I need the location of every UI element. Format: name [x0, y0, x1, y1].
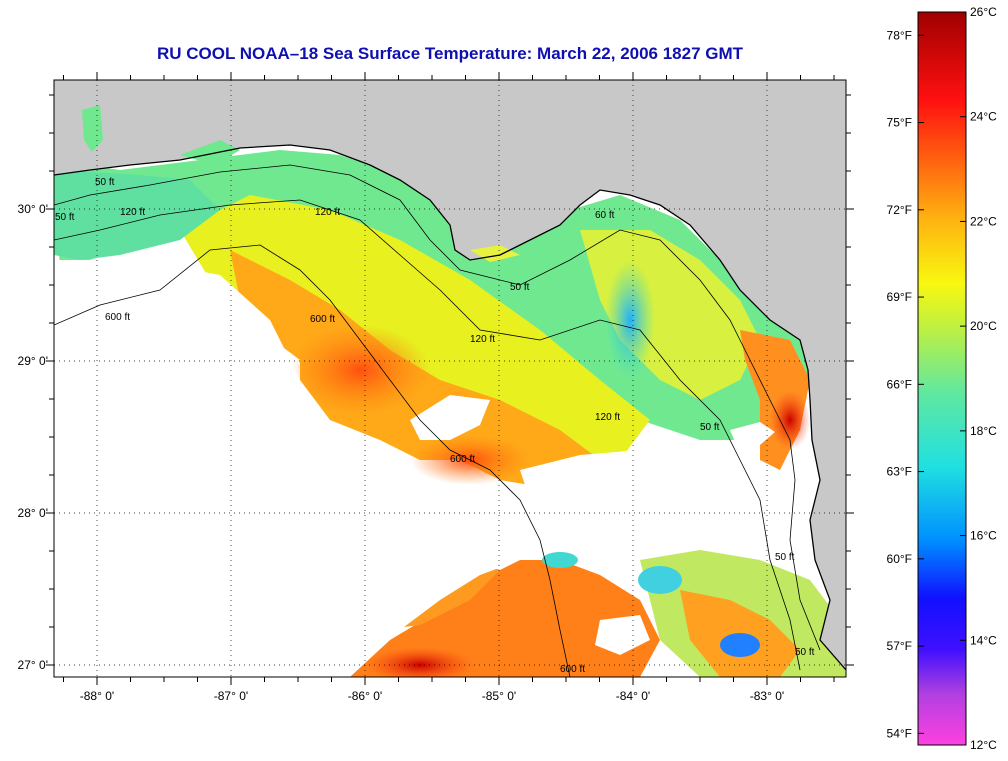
contour-label: 50 ft: [775, 552, 795, 563]
fahrenheit-label: 66°F: [887, 377, 912, 391]
cloud-gap: [410, 395, 490, 440]
contour-label: 120 ft: [470, 334, 495, 345]
colorbar-ticks: [918, 11, 966, 746]
sst-cool-patch: [542, 552, 578, 568]
contour-50ft: [54, 164, 821, 651]
contour-label: 50 ft: [510, 282, 530, 293]
latitude-label: 28° 0': [18, 506, 48, 520]
graticule: [54, 80, 846, 677]
sst-cool-patch: [638, 566, 682, 594]
celsius-label: 26°C: [970, 5, 997, 19]
latitude-label: 29° 0': [18, 354, 48, 368]
contour-label: 120 ft: [595, 412, 620, 423]
contour-600ft: [54, 244, 571, 677]
fahrenheit-label: 63°F: [887, 465, 912, 479]
longitude-label: -84° 0': [616, 689, 650, 703]
cloud-gap: [735, 500, 830, 575]
land-coast-north: [54, 80, 846, 670]
contour-label: 50 ft: [55, 212, 75, 223]
celsius-label: 14°C: [970, 633, 997, 647]
longitude-label: -86° 0': [348, 689, 382, 703]
sst-warm-patch: [290, 325, 430, 415]
sst-hot-patch: [365, 647, 475, 677]
colorbar: [917, 11, 967, 746]
celsius-label: 24°C: [970, 110, 997, 124]
contour-120ft: [54, 199, 801, 671]
cloud-gap: [730, 422, 775, 445]
coastline: [54, 144, 846, 671]
longitude-label: -85° 0': [482, 689, 516, 703]
contour-label: 600 ft: [105, 312, 130, 323]
celsius-label: 16°C: [970, 529, 997, 543]
contour-label: 600 ft: [450, 454, 475, 465]
water-bay: [82, 105, 103, 152]
fahrenheit-label: 60°F: [887, 552, 912, 566]
sst-yellow-band: [180, 195, 650, 470]
celsius-label: 20°C: [970, 319, 997, 333]
contour-label: 120 ft: [120, 207, 145, 218]
water-bay: [470, 245, 520, 262]
contour-label: 60 ft: [595, 210, 615, 221]
fahrenheit-label: 78°F: [887, 28, 912, 42]
contour-label: 50 ft: [95, 177, 115, 188]
contour-label: 120 ft: [315, 207, 340, 218]
map-frame: [53, 79, 847, 678]
fahrenheit-label: 75°F: [887, 116, 912, 130]
colorbar-fahrenheit-labels: 78°F 75°F 72°F 69°F 66°F 63°F 60°F 57°F 54°F: [887, 28, 912, 740]
contour-label: 50 ft: [700, 422, 720, 433]
water-bay: [180, 140, 240, 165]
longitude-labels: -88° 0' -87° 0' -86° 0' -85° 0' -84° 0' -83° …: [80, 689, 784, 703]
cloud-gap: [595, 615, 650, 655]
sst-hot-patch: [770, 390, 810, 450]
sst-green-west: [54, 170, 220, 260]
latitude-label: 27° 0': [18, 658, 48, 672]
longitude-label: -88° 0': [80, 689, 114, 703]
fahrenheit-label: 57°F: [887, 639, 912, 653]
longitude-label: -83° 0': [750, 689, 784, 703]
contour-labels: 50 ft 120 ft 600 ft 50 ft 60 ft 600 ft 1…: [55, 177, 815, 675]
map-title: RU COOL NOAA–18 Sea Surface Temperature:…: [156, 44, 744, 63]
axis-ticks: [46, 72, 854, 685]
sst-cool-patch: [605, 260, 655, 380]
fahrenheit-label: 69°F: [887, 290, 912, 304]
sst-cold-patch: [720, 633, 760, 657]
contour-label: 600 ft: [560, 664, 585, 675]
latitude-label: 30° 0': [18, 202, 48, 216]
fahrenheit-label: 54°F: [887, 726, 912, 740]
cloud-gap: [520, 445, 760, 530]
longitude-label: -87° 0': [214, 689, 248, 703]
colorbar-celsius-labels: 26°C 24°C 22°C 20°C 18°C 16°C 14°C 12°C: [970, 5, 997, 752]
latitude-labels: 30° 0' 29° 0' 28° 0' 27° 0': [18, 202, 48, 672]
cloud-gap: [54, 260, 520, 677]
fahrenheit-label: 72°F: [887, 203, 912, 217]
celsius-label: 18°C: [970, 424, 997, 438]
contour-label: 50 ft: [795, 647, 815, 658]
celsius-label: 22°C: [970, 214, 997, 228]
celsius-label: 12°C: [970, 738, 997, 752]
contour-label: 600 ft: [310, 314, 335, 325]
